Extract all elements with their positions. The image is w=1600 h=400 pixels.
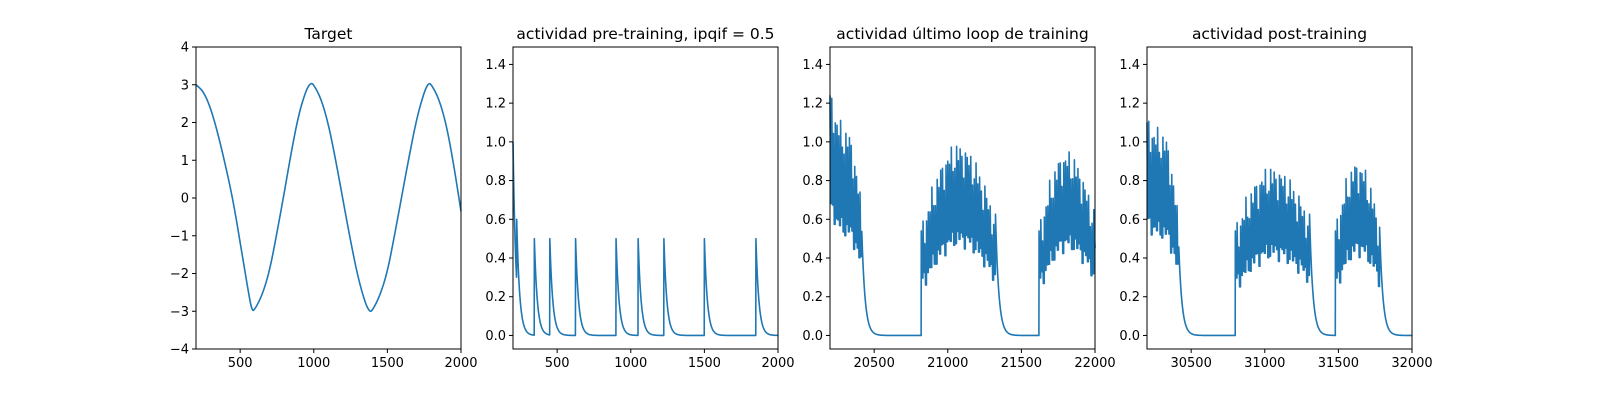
y-tick-label: 1.2 (1119, 97, 1140, 112)
x-tick-label: 31500 (1318, 356, 1359, 371)
series-line (195, 82, 462, 313)
x-tick-label: 1000 (297, 356, 330, 371)
y-tick-label: 4 (181, 41, 189, 56)
y-tick-label: 0.2 (1119, 290, 1140, 305)
subplot-title: actividad post-training (1192, 25, 1367, 43)
x-tick-label: 1500 (371, 356, 404, 371)
y-tick-label: 0.0 (802, 329, 823, 344)
y-tick-label: −2 (170, 267, 189, 282)
y-tick-label: 0.8 (802, 174, 823, 189)
x-tick-label: 1000 (614, 356, 647, 371)
x-tick-label: 30500 (1170, 356, 1211, 371)
y-tick-label: 1.0 (485, 135, 506, 150)
subplot-title: Target (304, 25, 353, 43)
y-tick-label: 0.0 (485, 329, 506, 344)
x-tick-label: 21500 (1001, 356, 1042, 371)
y-tick-label: 0.6 (802, 213, 823, 228)
x-tick-label: 500 (228, 356, 253, 371)
y-tick-label: 1.4 (802, 58, 823, 73)
series-line (1146, 120, 1413, 337)
x-tick-label: 2000 (761, 356, 794, 371)
y-tick-label: 1.2 (485, 97, 506, 112)
y-tick-label: 2 (181, 116, 189, 131)
y-tick-label: 0.2 (802, 290, 823, 305)
x-tick-label: 500 (545, 356, 570, 371)
y-tick-label: −3 (170, 305, 189, 320)
x-tick-label: 2000 (444, 356, 477, 371)
y-tick-label: 0.6 (485, 213, 506, 228)
x-tick-label: 31000 (1244, 356, 1285, 371)
y-tick-label: 1.2 (802, 97, 823, 112)
axes-frame (1146, 46, 1413, 350)
y-tick-label: 1.0 (802, 135, 823, 150)
axes-frame (195, 46, 462, 350)
x-tick-label: 22000 (1074, 356, 1115, 371)
series-line (512, 141, 779, 337)
x-tick-label: 20500 (853, 356, 894, 371)
y-tick-label: 1.0 (1119, 135, 1140, 150)
y-tick-label: 0.4 (485, 252, 506, 267)
y-tick-label: 0.8 (1119, 174, 1140, 189)
y-tick-label: 1.4 (1119, 58, 1140, 73)
axes-frame (829, 46, 1096, 350)
y-tick-label: 0.0 (1119, 329, 1140, 344)
y-tick-label: −4 (170, 343, 189, 358)
subplot-3: 20500 21000 21500 22000 0.0 0.2 0.4 0.6 0.8 1.0 1.… (802, 25, 1115, 371)
y-tick-label: 0.2 (485, 290, 506, 305)
y-tick-label: 1.4 (485, 58, 506, 73)
x-tick-label: 32000 (1391, 356, 1432, 371)
subplot-title: actividad pre-training, ipqif = 0.5 (516, 25, 774, 43)
y-tick-label: −1 (170, 229, 189, 244)
subplot-1: 500 1000 1500 2000 −4 −3 −2 −1 0 1 2 3 4 Target (170, 25, 478, 371)
y-tick-label: 0.4 (1119, 252, 1140, 267)
subplot-2: 500 1000 1500 2000 0.0 0.2 0.4 0.6 0.8 1.0 1.2 1.4 a… (485, 25, 794, 371)
y-tick-label: 1 (181, 154, 189, 169)
y-tick-label: 0.4 (802, 252, 823, 267)
axes-frame (512, 46, 779, 350)
subplot-4: 30500 31000 31500 32000 0.0 0.2 0.4 0.6 0.8 1.0 1.… (1119, 25, 1432, 371)
y-tick-label: 3 (181, 78, 189, 93)
y-tick-label: 0.6 (1119, 213, 1140, 228)
x-tick-label: 21000 (927, 356, 968, 371)
x-tick-label: 1500 (688, 356, 721, 371)
series-line (829, 95, 1096, 337)
y-tick-label: 0 (181, 192, 189, 207)
subplot-title: actividad último loop de training (836, 25, 1088, 43)
y-tick-label: 0.8 (485, 174, 506, 189)
